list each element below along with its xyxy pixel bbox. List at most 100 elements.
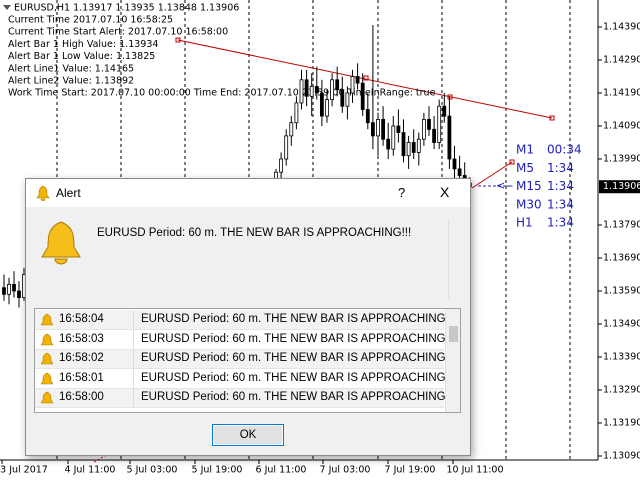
candle-body: [427, 119, 431, 130]
alert-time: 16:58:00: [59, 391, 104, 404]
candle-body: [416, 138, 421, 153]
candle-body: [340, 89, 345, 107]
big-bell-icon: [41, 221, 81, 265]
candle-body: [319, 92, 324, 117]
alert-time: 16:58:03: [59, 332, 104, 345]
timeframe-name: M1: [516, 143, 534, 157]
candle-body: [360, 82, 365, 110]
alert-row[interactable]: 16:58:00 EURUSD Period: 60 m. THE NEW BAR…: [35, 388, 455, 409]
info-line: Alert Line1 Value: 1.14165: [8, 63, 134, 74]
candle-body: [401, 132, 406, 157]
alert-row-message: EURUSD Period: 60 m. THE NEW BAR IS APPR…: [141, 371, 456, 384]
price-label: 1.13190: [603, 418, 640, 429]
candle-body: [294, 102, 299, 124]
candle-body: [406, 142, 411, 157]
price-label: 1.13090: [603, 451, 640, 462]
time-label: 5 Jul 03:00: [127, 465, 178, 476]
candle-body: [17, 290, 21, 298]
time-label: 10 Jul 11:00: [447, 465, 504, 476]
price-label: 1.13290: [603, 385, 640, 396]
line-anchor: [363, 75, 369, 81]
time-label: 7 Jul 03:00: [320, 465, 371, 476]
alert-row-message: EURUSD Period: 60 m. THE NEW BAR IS APPR…: [141, 313, 456, 325]
candle-body: [457, 168, 462, 176]
candle-body: [12, 283, 16, 292]
trend-line: [471, 161, 513, 189]
price-label: 1.14290: [603, 55, 640, 66]
message-scrollbar[interactable]: [448, 219, 463, 299]
alert-list: 16:58:00 EURUSD Period: 60 m. THE NEW BAR…: [34, 308, 461, 413]
price-label: 1.14190: [603, 88, 640, 99]
info-line: Alert Line2 Value: 1.13892: [8, 76, 134, 87]
symbol-icon: [3, 5, 11, 10]
candle-body: [289, 122, 294, 137]
timeframe-name: M30: [516, 197, 542, 211]
info-line: Current Time Start Alert: 2017.07.10 16:…: [8, 27, 228, 38]
alert-time: 16:58:01: [59, 371, 104, 384]
bell-icon: [36, 185, 50, 201]
price-label: 1.13390: [603, 352, 640, 363]
alert-time: 16:58:02: [59, 352, 104, 365]
timeframe-time: 1:34: [547, 161, 574, 175]
timeframe-time: 1:34: [547, 197, 574, 211]
alert-row[interactable]: 16:58:03 EURUSD Period: 60 m. THE NEW BAR…: [35, 329, 455, 350]
price-label: 1.14390: [603, 22, 640, 33]
time-label: 7 Jul 19:00: [385, 465, 436, 476]
alert-message: EURUSD Period: 60 m. THE NEW BAR IS APPR…: [97, 227, 412, 239]
candle-body: [314, 86, 319, 94]
timeframe-time: 1:34: [547, 216, 574, 230]
price-label: 1.13990: [603, 154, 640, 165]
candle-body: [365, 109, 370, 124]
candle-body: [325, 99, 329, 117]
candle-body: [396, 125, 401, 133]
candle-body: [370, 122, 375, 137]
trend-line: [177, 39, 553, 119]
list-scrollbar[interactable]: [445, 309, 460, 412]
price-label: 1.14090: [603, 121, 640, 132]
line-anchor: [447, 94, 453, 100]
candle-body: [345, 92, 350, 107]
timeframe-name: H1: [516, 216, 533, 230]
candle-body: [330, 79, 335, 101]
alert-dialog: Alert ? X EURUSD Period: 60 m. THE NEW B…: [25, 178, 471, 456]
price-label: 1.13490: [603, 319, 640, 330]
close-button[interactable]: X: [440, 184, 450, 200]
timeframe-name: M15: [516, 179, 542, 193]
candle-body: [304, 79, 309, 97]
candle-body: [437, 105, 442, 143]
ok-button[interactable]: OK: [212, 424, 284, 446]
candle-body: [421, 119, 426, 140]
candle-body: [279, 158, 284, 173]
help-button[interactable]: ?: [398, 185, 406, 200]
candle-body: [7, 283, 11, 295]
candle-body: [376, 119, 380, 137]
info-line: Work Time Start: 2017.07.10 00:00:00 Tim…: [8, 88, 436, 99]
alert-time: 16:58:04: [59, 313, 104, 325]
alert-row-message: EURUSD Period: 60 m. THE NEW BAR IS APPR…: [141, 352, 456, 365]
price-label: 1.13790: [603, 220, 640, 231]
candle-body: [386, 138, 391, 150]
arrow-label: <--: [496, 179, 513, 192]
alert-row[interactable]: 16:58:01 EURUSD Period: 60 m. THE NEW BAR…: [35, 368, 455, 389]
time-label: 6 Jul 11:00: [256, 465, 307, 476]
candle-body: [452, 158, 457, 170]
price-label: 1.13590: [603, 286, 640, 297]
alert-row[interactable]: 16:58:04 EURUSD Period: 60 m. THE NEW BAR…: [35, 310, 455, 330]
timeframe-time: 1:34: [547, 179, 574, 193]
candle-body: [284, 135, 289, 160]
alert-row[interactable]: 16:58:02 EURUSD Period: 60 m. THE NEW BAR…: [35, 349, 455, 370]
time-label: 4 Jul 11:00: [65, 465, 116, 476]
price-label: 1.13690: [603, 253, 640, 264]
candle-body: [350, 76, 355, 94]
candle-body: [442, 105, 447, 117]
candle-body: [411, 142, 416, 153]
alert-row-message: EURUSD Period: 60 m. THE NEW BAR IS APPR…: [141, 332, 456, 345]
time-label: 3 Jul 2017: [0, 465, 48, 476]
message-area: EURUSD Period: 60 m. THE NEW BAR IS APPR…: [34, 219, 463, 299]
candle-body: [309, 86, 314, 97]
current-price-box: [599, 180, 640, 194]
line-anchor: [509, 159, 515, 165]
candle-body: [2, 287, 6, 295]
candle-body: [335, 79, 340, 91]
